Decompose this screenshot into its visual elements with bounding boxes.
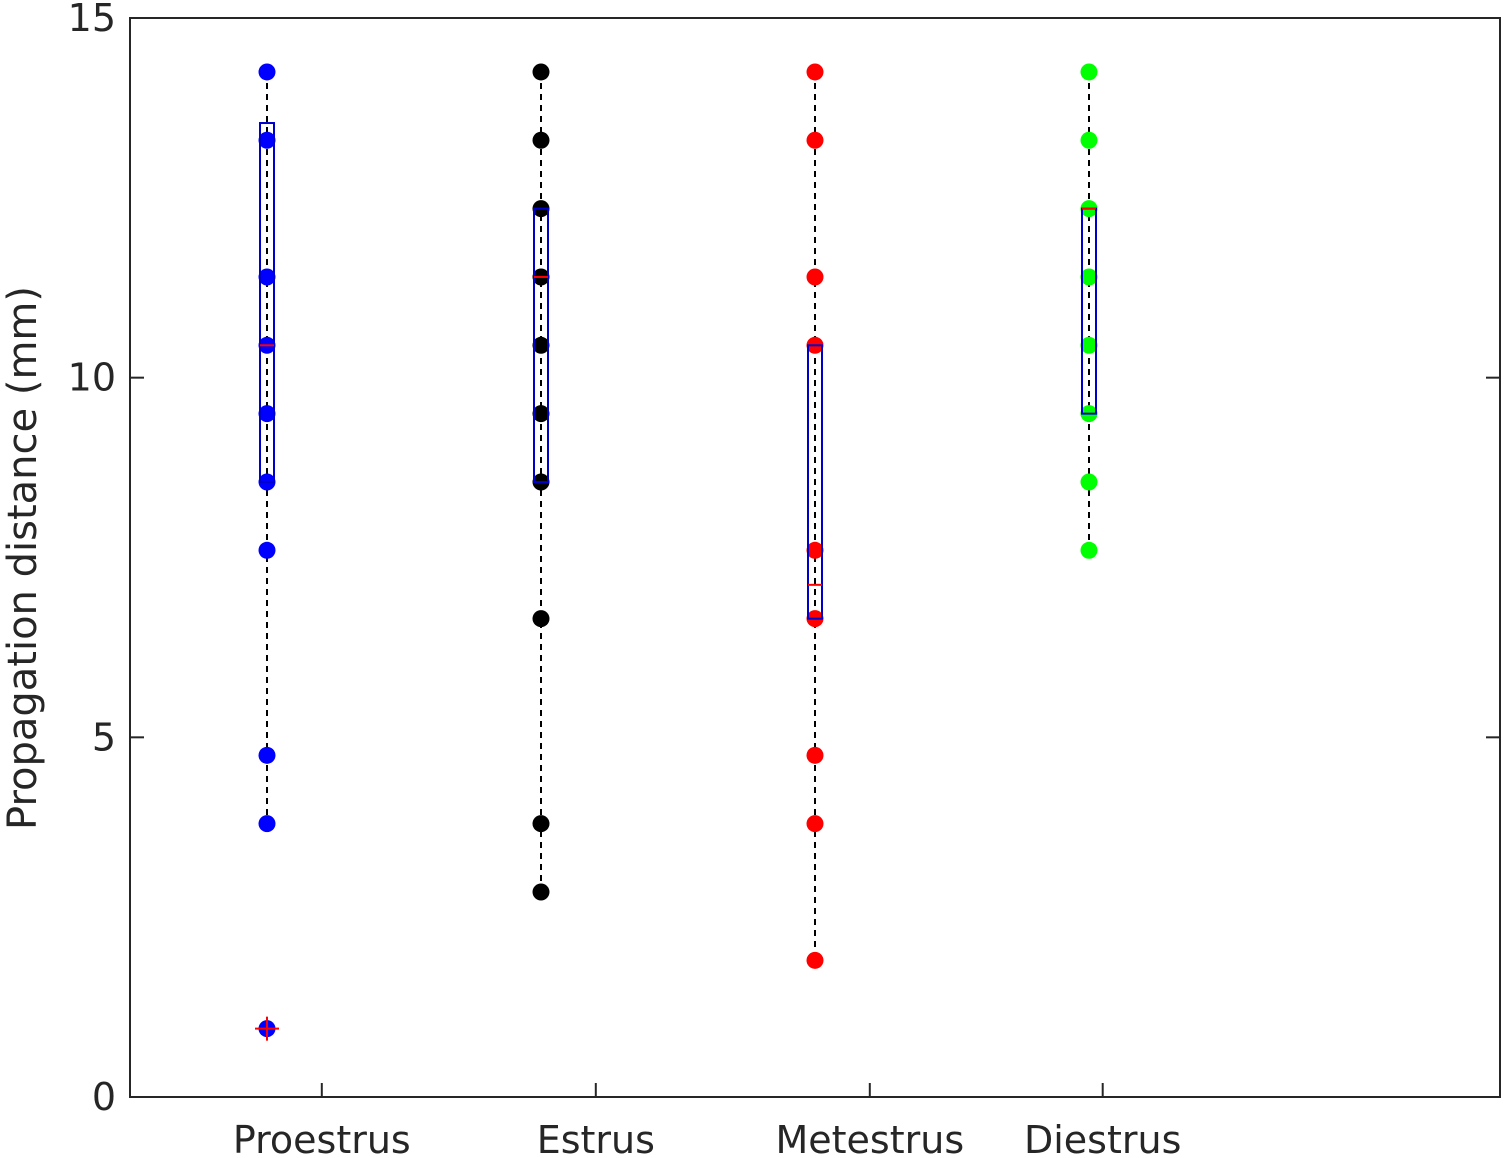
x-tick-label: Proestrus (233, 1118, 411, 1158)
data-point (806, 63, 824, 81)
data-point (532, 883, 550, 901)
box (259, 122, 275, 483)
box-group-estrus (532, 63, 550, 901)
data-point (1080, 473, 1098, 491)
data-point (258, 541, 276, 559)
data-point (532, 405, 550, 423)
data-point (1080, 63, 1098, 81)
data-point (1080, 268, 1098, 286)
y-tick-label: 0 (92, 1075, 116, 1119)
data-point (532, 336, 550, 354)
box-group-diestrus (1080, 63, 1098, 559)
data-point (258, 815, 276, 833)
data-point (1080, 541, 1098, 559)
data-point (1080, 336, 1098, 354)
data-point (258, 131, 276, 149)
box (807, 344, 823, 620)
data-point (258, 268, 276, 286)
box-group-proestrus (255, 63, 279, 1041)
data-point (806, 541, 824, 559)
data-point (806, 815, 824, 833)
data-point (532, 610, 550, 628)
box (533, 207, 549, 483)
data-point (532, 815, 550, 833)
box-group-metestrus (806, 63, 824, 969)
data-point (258, 405, 276, 423)
data-point (806, 131, 824, 149)
chart-marks (255, 63, 1098, 1041)
data-point (532, 63, 550, 81)
data-point (258, 746, 276, 764)
data-point (806, 746, 824, 764)
data-point (258, 63, 276, 81)
y-tick-label: 15 (68, 0, 116, 40)
x-tick-label: Diestrus (1024, 1118, 1181, 1158)
data-point (532, 131, 550, 149)
x-axis-ticks: Proestrus Estrus Metestrus Diestrus (233, 1083, 1181, 1158)
data-point (806, 268, 824, 286)
y-tick-label: 5 (92, 715, 116, 759)
x-tick-label: Estrus (537, 1118, 655, 1158)
y-axis-title: Propagation distance (mm) (0, 286, 46, 830)
y-axis-ticks: 0 5 10 15 (68, 0, 1500, 1119)
x-tick-label: Metestrus (775, 1118, 964, 1158)
y-tick-label: 10 (68, 356, 116, 400)
data-point (1080, 131, 1098, 149)
data-point (806, 951, 824, 969)
